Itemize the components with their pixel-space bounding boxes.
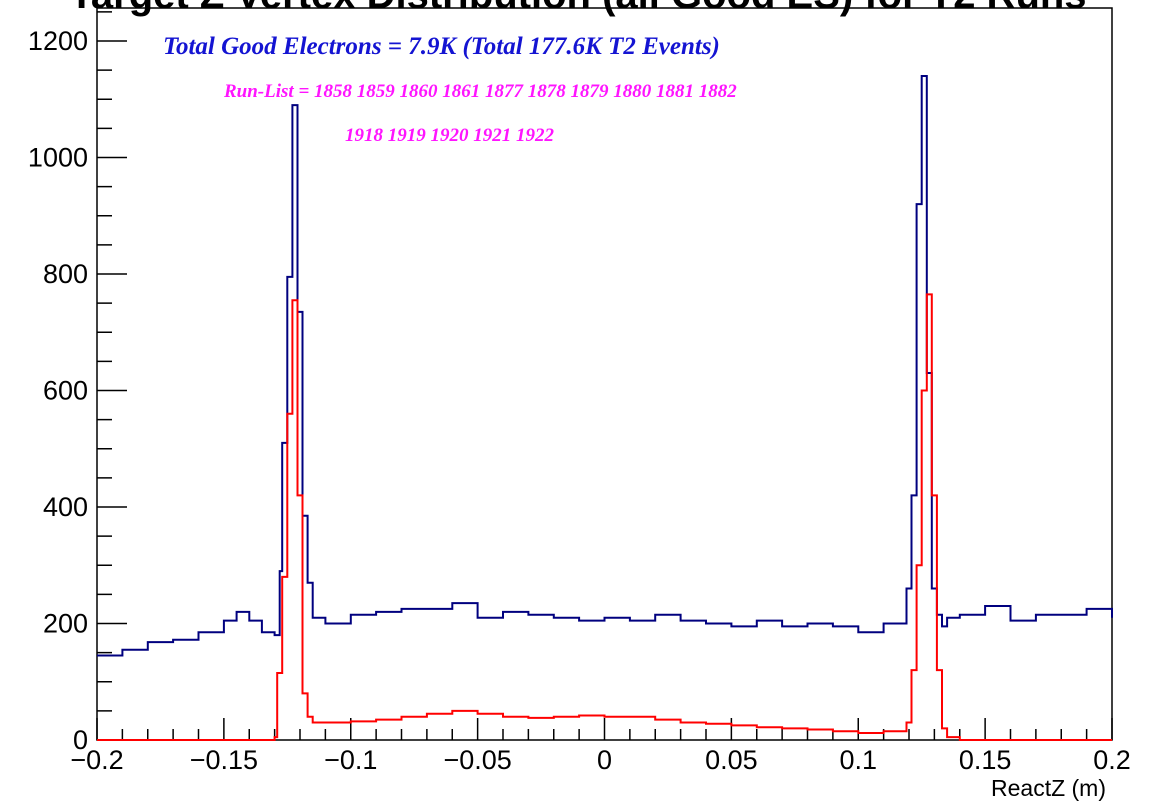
x-axis: −0.2 −0.15 −0.1 −0.05 0 0.05 0.1 0.15 0.2 — [70, 718, 1131, 775]
x-tick-label: 0 — [597, 745, 612, 775]
annotation-run-list-continued: 1918 1919 1920 1921 1922 — [345, 125, 555, 146]
x-tick-label: −0.2 — [70, 745, 123, 775]
x-tick-label: −0.15 — [190, 745, 258, 775]
series-line-blue — [97, 75, 1113, 657]
x-tick-label: 0.2 — [1093, 745, 1131, 775]
y-tick-label: 1200 — [28, 26, 88, 56]
series-layer — [97, 75, 1113, 741]
y-axis: 0 200 400 600 800 1000 1200 — [28, 11, 127, 755]
x-tick-label: −0.05 — [443, 745, 511, 775]
annotation-total-good-electrons: Total Good Electrons = 7.9K (Total 177.6… — [163, 33, 720, 60]
y-tick-label: 1000 — [28, 143, 88, 173]
series-line-red — [97, 293, 1112, 741]
y-tick-label: 400 — [43, 492, 88, 522]
plot-frame — [96, 7, 1113, 741]
x-tick-label: −0.1 — [324, 745, 377, 775]
x-tick-label: 0.05 — [705, 745, 758, 775]
x-axis-title: ReactZ (m) — [991, 775, 1106, 801]
annotation-run-list: Run-List = 1858 1859 1860 1861 1877 1878… — [223, 81, 737, 102]
y-tick-label: 200 — [43, 609, 88, 639]
y-tick-label: 0 — [73, 725, 88, 755]
y-tick-label: 600 — [43, 376, 88, 406]
x-tick-label: 0.15 — [959, 745, 1012, 775]
x-tick-label: 0.1 — [839, 745, 877, 775]
y-tick-label: 800 — [43, 259, 88, 289]
